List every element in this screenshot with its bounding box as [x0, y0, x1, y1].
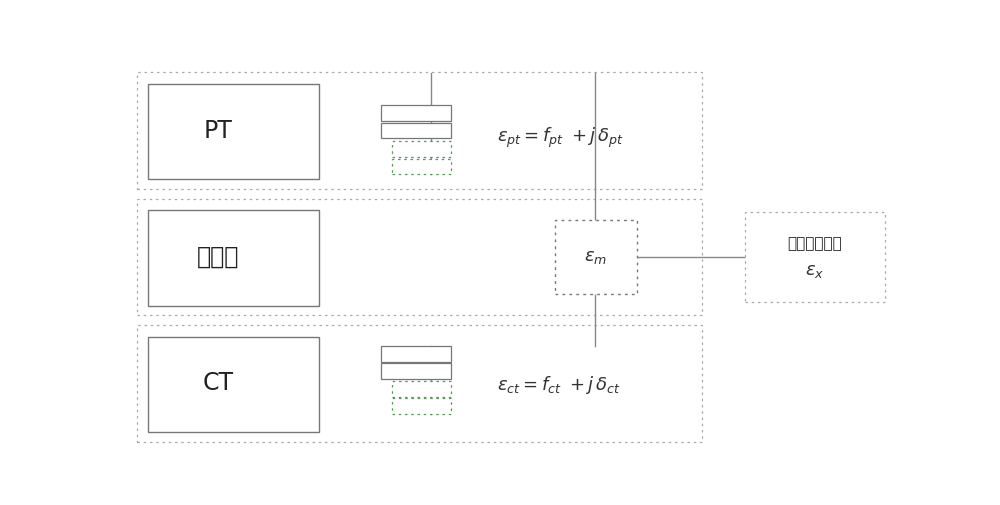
Bar	[137, 198, 702, 315]
Bar	[148, 337, 319, 432]
Bar	[381, 123, 450, 138]
Bar	[148, 84, 319, 179]
Bar	[392, 381, 450, 397]
Text: PT: PT	[204, 119, 232, 142]
Bar	[392, 398, 450, 414]
Bar	[381, 346, 450, 362]
Bar	[381, 106, 450, 121]
Text: 电能表: 电能表	[197, 245, 239, 269]
Bar	[137, 72, 702, 189]
Bar	[392, 141, 450, 157]
Text: $\varepsilon_{x}$: $\varepsilon_{x}$	[805, 262, 824, 280]
Text: $\varepsilon_{pt}=f_{pt}\ +j\,\delta_{pt}$: $\varepsilon_{pt}=f_{pt}\ +j\,\delta_{pt…	[497, 126, 624, 150]
Bar	[137, 325, 702, 442]
Bar	[392, 159, 450, 174]
Text: $\varepsilon_{m}$: $\varepsilon_{m}$	[584, 248, 607, 266]
Bar	[381, 363, 450, 379]
Text: 外界干扰误差: 外界干扰误差	[787, 236, 842, 251]
Bar	[148, 210, 319, 306]
Text: $\varepsilon_{ct}=f_{ct}\ +j\,\delta_{ct}$: $\varepsilon_{ct}=f_{ct}\ +j\,\delta_{ct…	[497, 374, 621, 396]
Bar	[555, 220, 637, 294]
Bar	[745, 212, 885, 301]
Text: CT: CT	[202, 371, 234, 395]
